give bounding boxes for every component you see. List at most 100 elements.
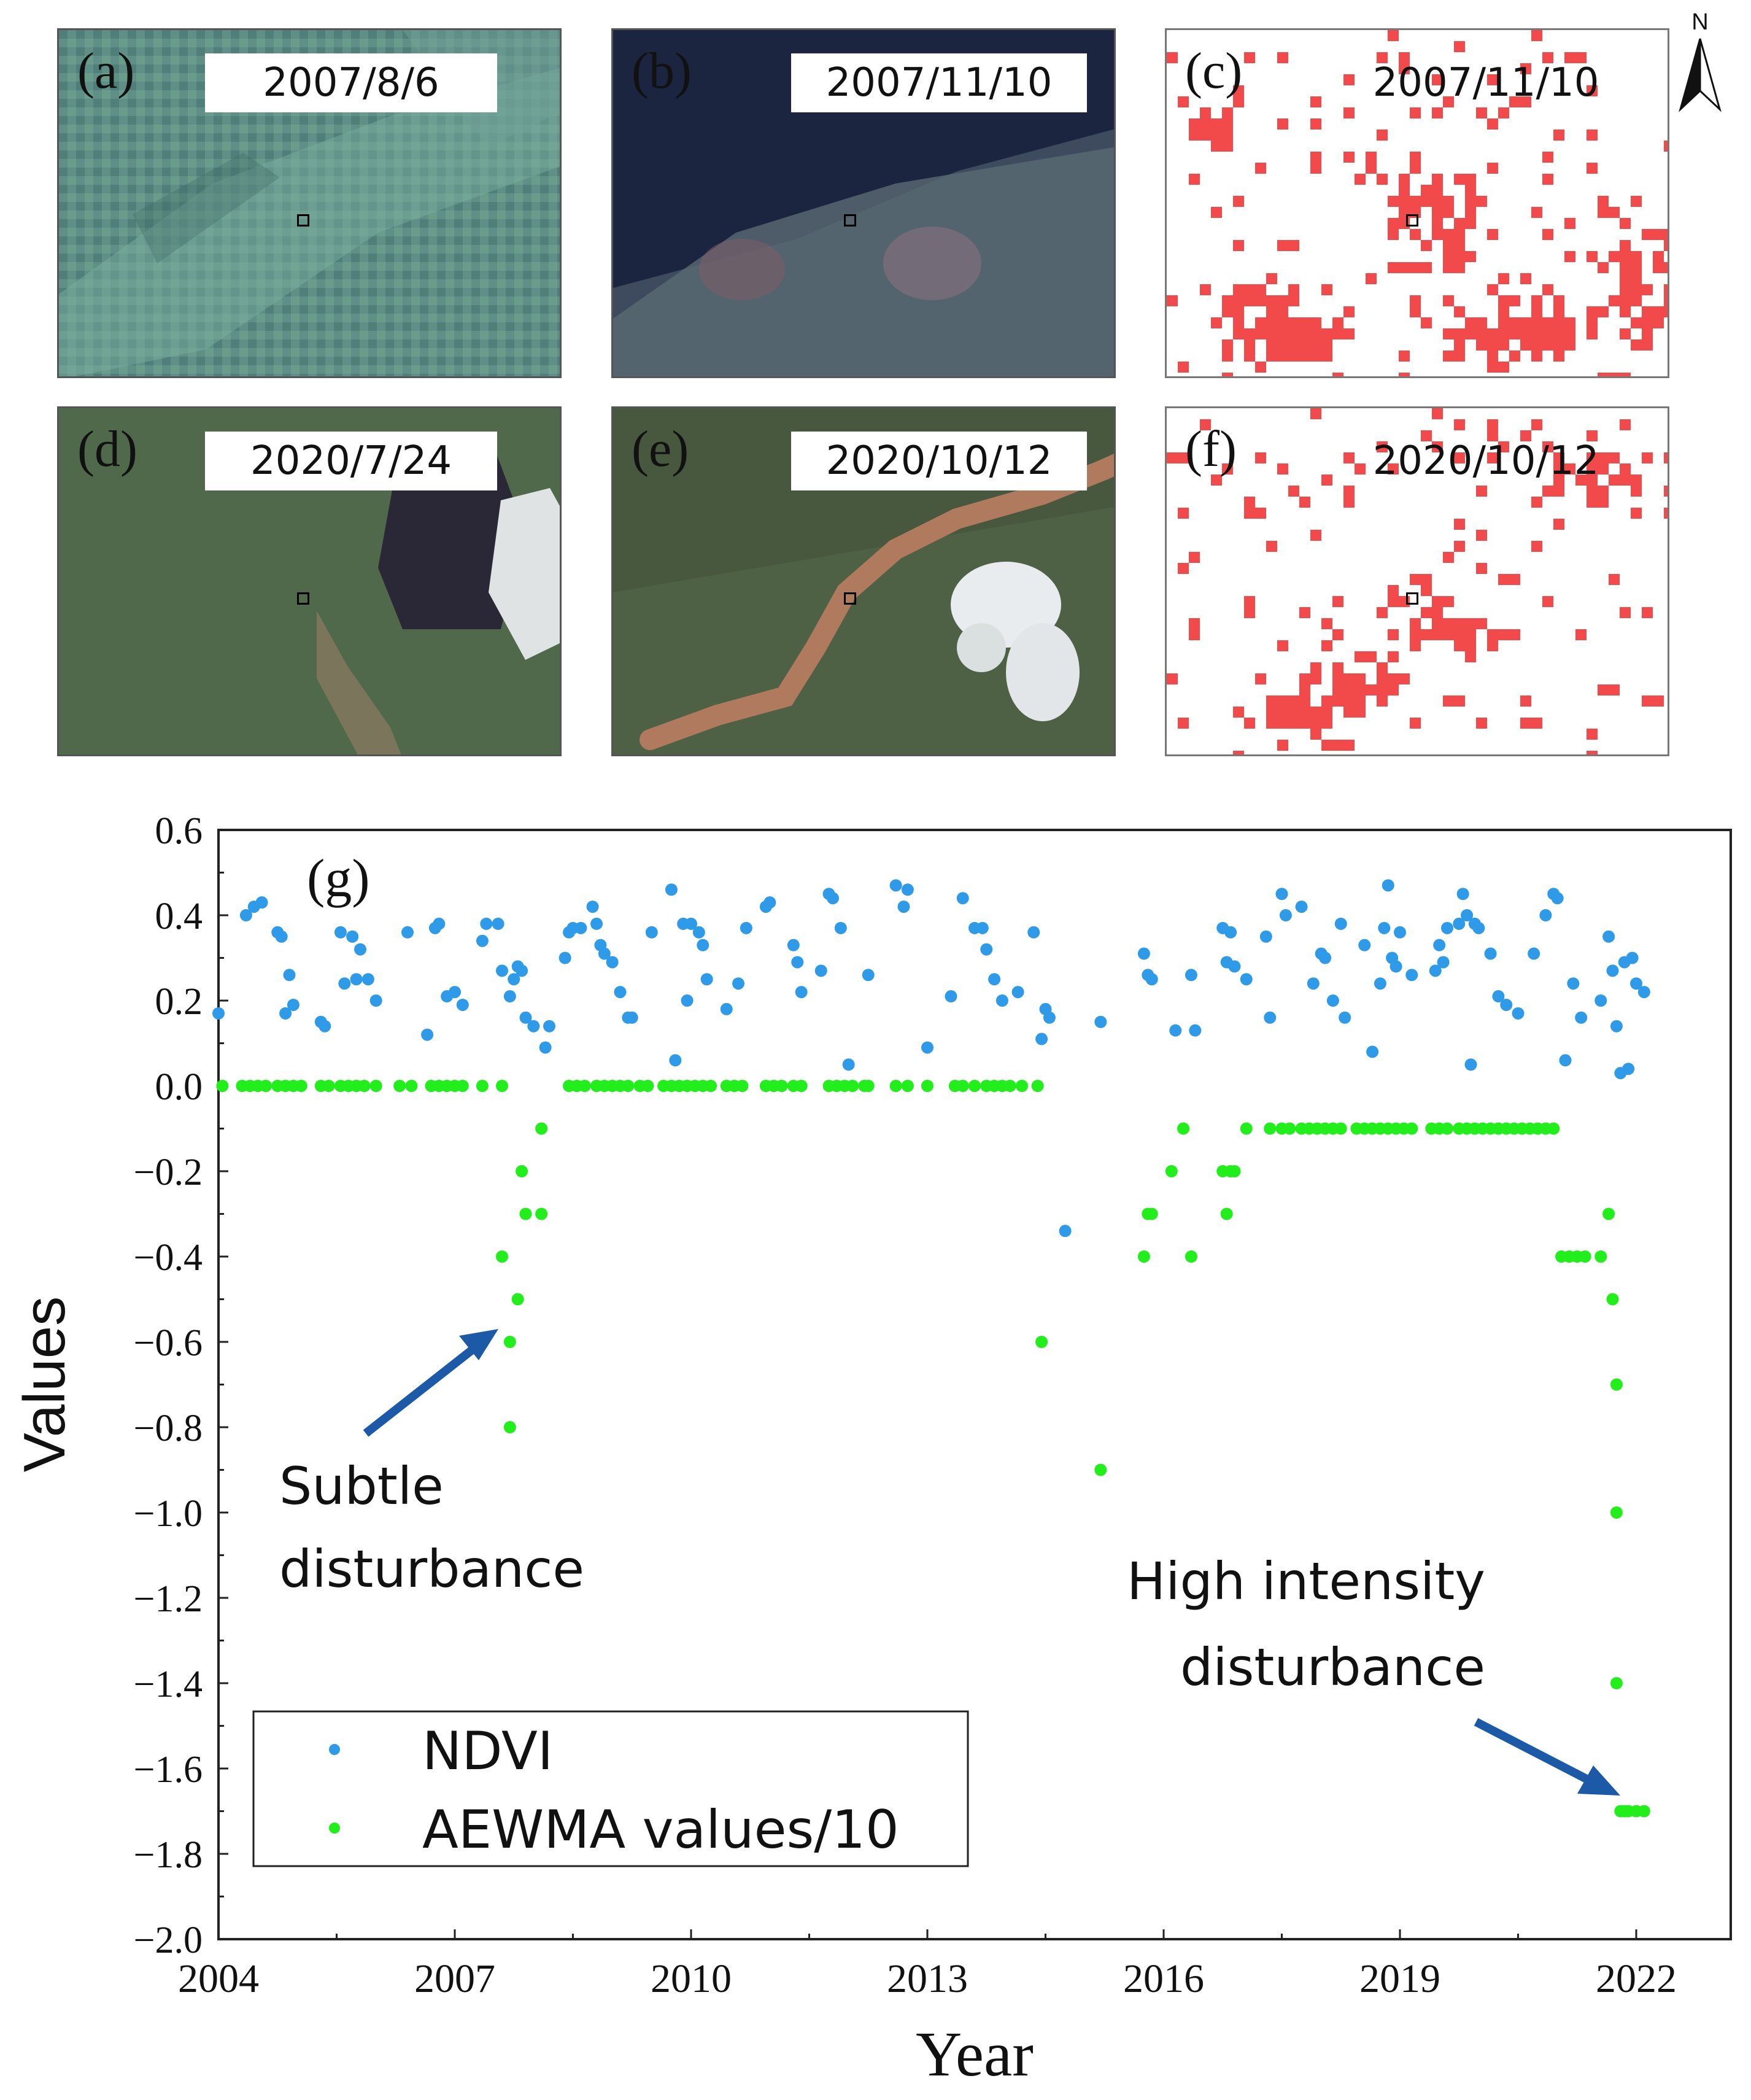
disturbed-pixel	[1564, 317, 1575, 328]
disturbed-pixel	[1487, 362, 1498, 373]
disturbed-pixel	[1454, 41, 1465, 52]
disturbed-pixel	[1388, 463, 1399, 475]
disturbed-pixel	[1520, 430, 1531, 441]
ndvi-point	[1461, 909, 1474, 921]
disturbed-pixel	[1410, 107, 1421, 118]
disturbed-pixel	[1410, 152, 1421, 163]
disturbance-map	[1167, 408, 1668, 754]
disturbed-pixel	[1421, 185, 1432, 196]
disturbed-pixel	[1310, 118, 1321, 130]
disturbed-pixel	[1465, 618, 1476, 629]
disturbed-pixel	[1476, 563, 1487, 574]
disturbed-pixel	[1476, 317, 1487, 328]
ndvi-point	[645, 926, 658, 939]
ndvi-point	[692, 926, 705, 939]
ndvi-point	[1295, 901, 1308, 913]
disturbed-pixel	[1620, 306, 1631, 317]
y-tick-label: 0.4	[155, 896, 203, 937]
disturbed-pixel	[1465, 640, 1476, 651]
disturbed-pixel	[1277, 695, 1288, 707]
ndvi-point	[1630, 977, 1642, 990]
disturbed-pixel	[1587, 306, 1598, 317]
disturbed-pixel	[1509, 351, 1520, 362]
disturbed-pixel	[1443, 629, 1454, 640]
disturbed-pixel	[1443, 96, 1454, 107]
disturbed-pixel	[1531, 351, 1542, 362]
disturbed-pixel	[1211, 317, 1222, 328]
disturbed-pixel	[1609, 207, 1620, 218]
series-ndvi	[212, 879, 1650, 1238]
ndvi-point	[834, 921, 847, 934]
disturbed-pixel	[1620, 240, 1631, 251]
north-label: N	[1691, 9, 1708, 35]
disturbed-pixel	[1310, 729, 1321, 740]
ndvi-point	[1319, 951, 1332, 964]
disturbed-pixel	[1255, 284, 1266, 295]
panel-date: 2020/7/24	[205, 432, 497, 490]
ndvi-point	[1437, 956, 1450, 969]
disturbed-pixel	[1399, 262, 1410, 273]
disturbed-pixel	[1299, 339, 1310, 351]
ndvi-point	[1334, 917, 1347, 930]
disturbed-pixel	[1310, 317, 1321, 328]
arrow-subtle	[363, 1329, 498, 1437]
disturbed-pixel	[1377, 684, 1388, 695]
ndvi-point	[787, 939, 800, 951]
disturbed-pixel	[1233, 240, 1244, 251]
aewma-point	[1137, 1250, 1150, 1263]
disturbed-pixel	[1443, 295, 1454, 306]
aewma-point	[921, 1080, 933, 1092]
panel-letter: (f)	[1185, 420, 1237, 478]
y-tick-label: −1.6	[134, 1749, 203, 1791]
disturbed-pixel	[1520, 317, 1531, 328]
disturbed-pixel	[1476, 486, 1487, 497]
disturbed-pixel	[1189, 118, 1200, 130]
disturbed-pixel	[1332, 673, 1343, 684]
disturbed-pixel	[1432, 408, 1443, 419]
disturbed-pixel	[1332, 740, 1343, 751]
disturbed-pixel	[1244, 339, 1255, 351]
disturbed-pixel	[1598, 684, 1609, 695]
disturbed-pixel	[1664, 229, 1668, 240]
disturbed-pixel	[1454, 618, 1465, 629]
disturbed-pixel	[1587, 85, 1598, 96]
aewma-point	[578, 1080, 591, 1092]
disturbed-pixel	[1664, 452, 1668, 463]
disturbed-pixel	[1244, 52, 1255, 63]
disturbed-pixel	[1587, 463, 1598, 475]
y-axis-label: Values	[12, 1296, 77, 1472]
disturbed-pixel	[1211, 118, 1222, 130]
disturbed-pixel	[1244, 295, 1255, 306]
disturbed-pixel	[1642, 695, 1653, 707]
disturbed-pixel	[1299, 328, 1310, 339]
disturbed-pixel	[1410, 718, 1421, 729]
disturbed-pixel	[1642, 284, 1653, 295]
disturbed-pixel	[1421, 196, 1432, 207]
legend-label-aewma: AEWMA values/10	[422, 1799, 899, 1861]
disturbed-pixel	[1410, 640, 1421, 651]
disturbed-pixel	[1332, 695, 1343, 707]
disturbed-pixel	[1642, 317, 1653, 328]
disturbed-pixel	[1443, 262, 1454, 273]
ndvi-point	[1405, 969, 1418, 982]
disturbed-pixel	[1642, 452, 1653, 463]
disturbed-pixel	[1310, 163, 1321, 174]
disturbed-pixel	[1277, 317, 1288, 328]
disturbed-pixel	[1310, 408, 1321, 419]
ndvi-point	[1224, 926, 1237, 939]
disturbed-pixel	[1244, 596, 1255, 607]
ndvi-point	[740, 921, 752, 934]
disturbed-pixel	[1355, 684, 1366, 695]
aewma-point	[795, 1080, 808, 1092]
disturbed-pixel	[1520, 718, 1531, 729]
ndvi-point	[842, 1058, 855, 1071]
disturbed-pixel	[1200, 130, 1211, 141]
disturbed-pixel	[1399, 196, 1410, 207]
disturbed-pixel	[1631, 251, 1642, 262]
ndvi-point	[1464, 1058, 1477, 1071]
disturbed-pixel	[1620, 463, 1631, 475]
disturbed-pixel	[1454, 640, 1465, 651]
disturbed-pixel	[1222, 130, 1233, 141]
disturbed-pixel	[1343, 306, 1355, 317]
disturbed-pixel	[1244, 718, 1255, 729]
